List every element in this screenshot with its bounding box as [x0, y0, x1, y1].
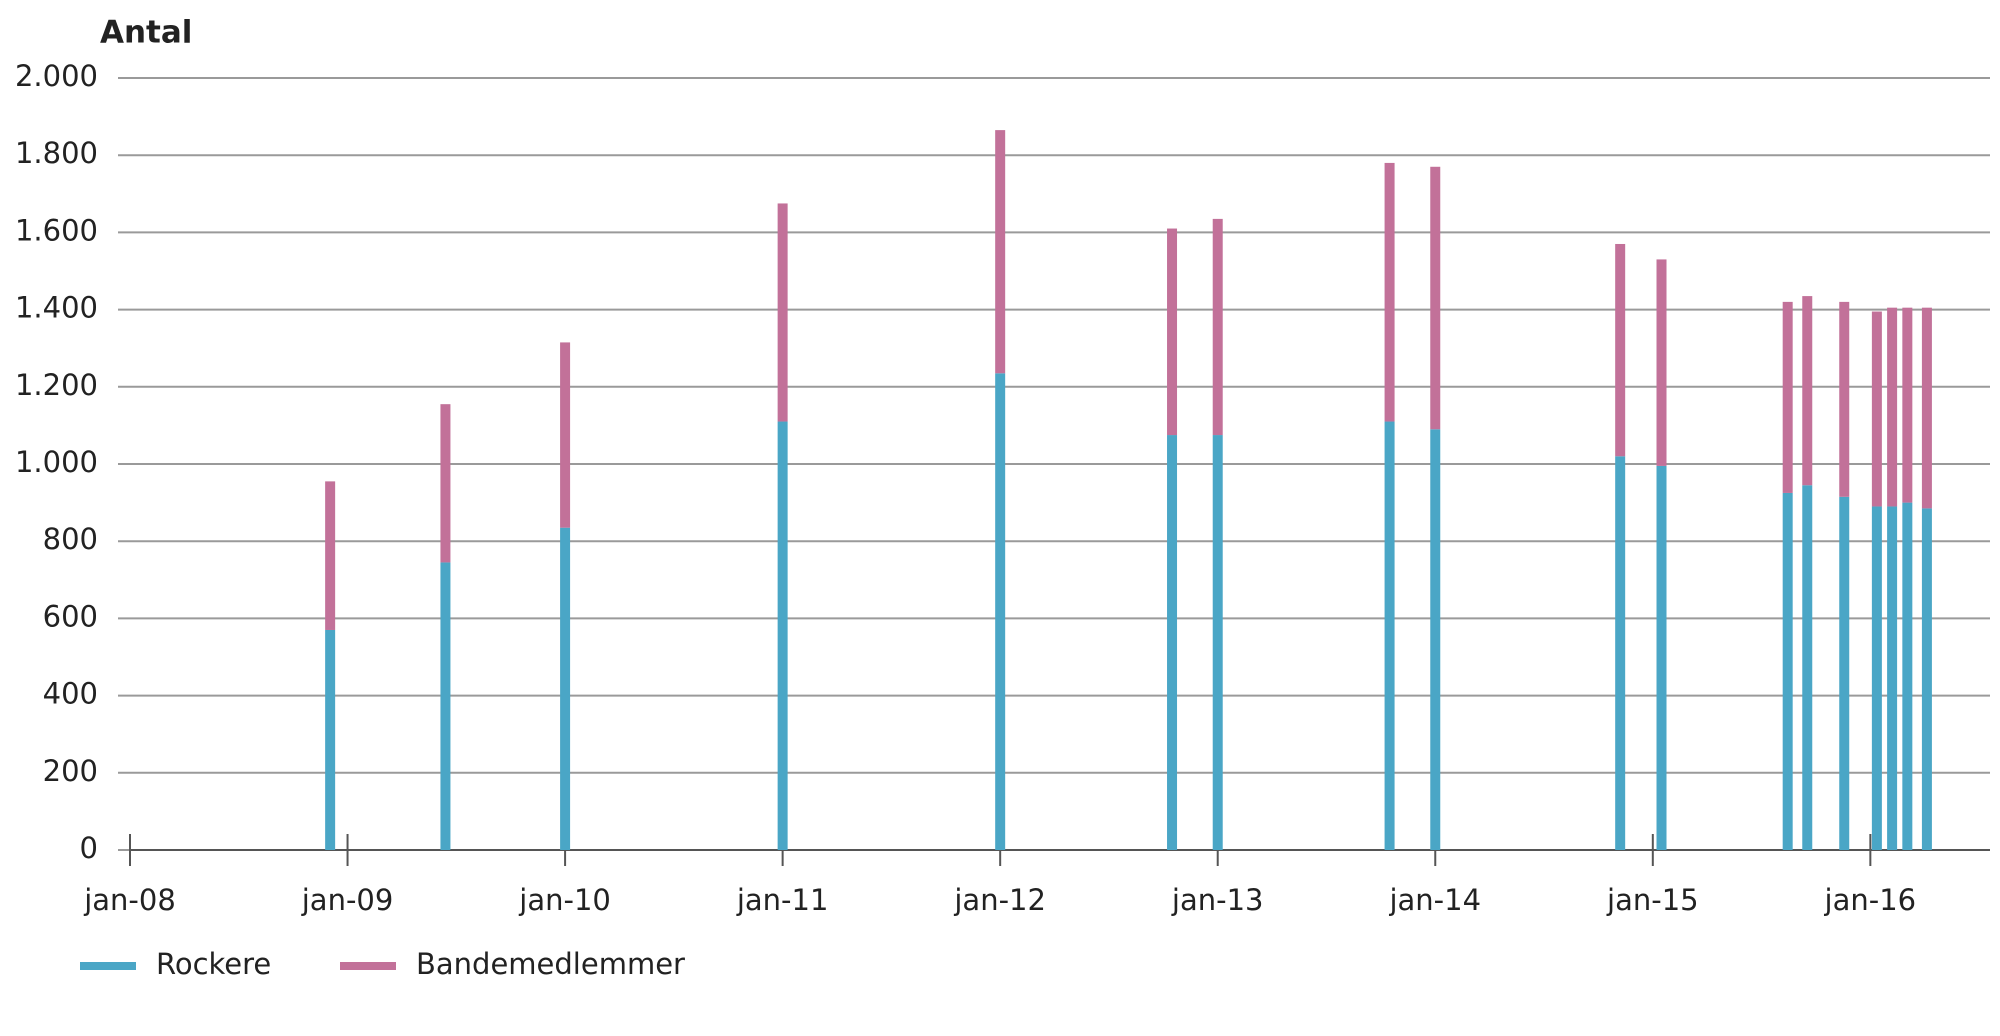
y-tick-label: 200: [43, 754, 98, 788]
bar-segment: [995, 373, 1006, 850]
legend-label: Bandemedlemmer: [416, 947, 685, 981]
y-tick-label: 400: [43, 677, 98, 711]
bar-segment: [1615, 456, 1626, 850]
bar-segment: [1921, 307, 1932, 509]
y-tick-label: 1.600: [15, 213, 98, 247]
bar-segment: [1871, 506, 1882, 850]
bar-segment: [1902, 307, 1913, 503]
x-tick-label: jan-12: [953, 883, 1046, 917]
bar-segment: [777, 203, 788, 422]
y-tick-label: 1.800: [15, 136, 98, 170]
bar-segment: [1615, 243, 1626, 457]
bar-segment: [1430, 166, 1441, 430]
bar-segment: [440, 562, 451, 850]
bar-segment: [1802, 485, 1813, 850]
x-tick-label: jan-11: [736, 883, 829, 917]
bar-segment: [1430, 429, 1441, 850]
y-axis-label: Antal: [100, 15, 192, 51]
bar-segment: [1656, 259, 1667, 466]
bar-segment: [1782, 301, 1793, 493]
bar-segment: [995, 130, 1006, 374]
legend-label: Rockere: [156, 947, 271, 981]
bar-segment: [560, 527, 571, 850]
bar-segment: [440, 404, 451, 563]
bar-segment: [1871, 311, 1882, 507]
x-tick-label: jan-13: [1171, 883, 1264, 917]
bar-segment: [1839, 301, 1850, 497]
bar-segment: [1384, 421, 1395, 850]
bar-segment: [1802, 296, 1813, 486]
bar-segment: [1902, 502, 1913, 850]
x-tick-label: jan-10: [518, 883, 611, 917]
bar-segment: [1212, 435, 1223, 850]
bar-segment: [325, 629, 336, 850]
y-tick-label: 800: [43, 522, 98, 556]
x-tick-label: jan-15: [1606, 883, 1699, 917]
x-tick-label: jan-16: [1824, 883, 1917, 917]
bar-segment: [1887, 506, 1898, 850]
bar-segment: [1656, 465, 1667, 850]
bar-segment: [1167, 228, 1178, 436]
bar-segment: [1167, 435, 1178, 850]
bar-segment: [1782, 492, 1793, 850]
y-tick-label: 0: [80, 831, 98, 865]
y-tick-label: 600: [43, 599, 98, 633]
x-tick-label: jan-09: [301, 883, 394, 917]
bar-segment: [560, 342, 571, 528]
x-tick-label: jan-08: [83, 883, 176, 917]
y-tick-label: 2.000: [15, 59, 98, 93]
bar-segment: [1212, 218, 1223, 436]
bar-segment: [1887, 307, 1898, 507]
bar-segment: [1839, 496, 1850, 850]
bar-segment: [1921, 508, 1932, 850]
bar-segment: [1384, 162, 1395, 422]
bar-segment: [325, 481, 336, 630]
bar-segment: [777, 421, 788, 850]
y-tick-label: 1.400: [15, 291, 98, 325]
x-tick-label: jan-14: [1388, 883, 1481, 917]
y-tick-label: 1.000: [15, 445, 98, 479]
y-tick-label: 1.200: [15, 368, 98, 402]
